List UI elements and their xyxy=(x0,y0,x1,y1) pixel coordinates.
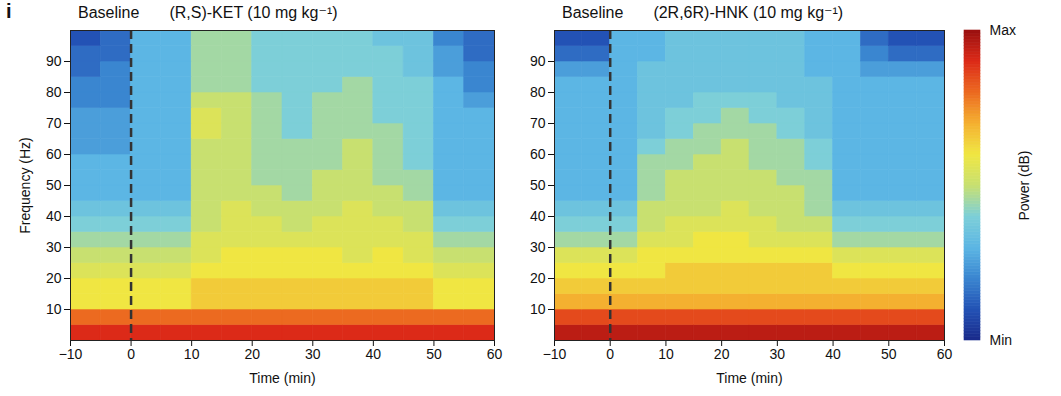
svg-text:50: 50 xyxy=(530,177,546,193)
svg-text:0: 0 xyxy=(127,346,135,362)
svg-text:10: 10 xyxy=(658,346,674,362)
svg-text:80: 80 xyxy=(530,84,546,100)
svg-text:Min: Min xyxy=(990,332,1013,348)
html-text:(R,S)-KET (10 mg kg⁻¹): (R,S)-KET (10 mg kg⁻¹) xyxy=(169,4,338,21)
svg-text:70: 70 xyxy=(530,115,546,131)
svg-text:20: 20 xyxy=(714,346,730,362)
svg-text:−10: −10 xyxy=(543,346,567,362)
svg-text:30: 30 xyxy=(305,346,321,362)
svg-text:Frequency (Hz): Frequency (Hz) xyxy=(17,137,33,233)
html-text:(2R,6R)-HNK (10 mg kg⁻¹): (2R,6R)-HNK (10 mg kg⁻¹) xyxy=(653,4,844,21)
html-text:i: i xyxy=(6,0,12,22)
svg-text:50: 50 xyxy=(881,346,897,362)
svg-text:20: 20 xyxy=(530,270,546,286)
svg-text:Time (min): Time (min) xyxy=(716,370,782,386)
svg-text:40: 40 xyxy=(46,208,62,224)
svg-text:60: 60 xyxy=(937,346,953,362)
svg-text:50: 50 xyxy=(426,346,442,362)
svg-text:30: 30 xyxy=(530,239,546,255)
svg-text:70: 70 xyxy=(46,115,62,131)
svg-text:Max: Max xyxy=(990,22,1016,38)
svg-text:90: 90 xyxy=(530,53,546,69)
svg-text:80: 80 xyxy=(46,84,62,100)
svg-text:40: 40 xyxy=(825,346,841,362)
svg-text:10: 10 xyxy=(184,346,200,362)
svg-text:30: 30 xyxy=(46,239,62,255)
svg-text:10: 10 xyxy=(530,301,546,317)
svg-text:50: 50 xyxy=(46,177,62,193)
svg-text:60: 60 xyxy=(487,346,503,362)
svg-text:Time (min): Time (min) xyxy=(249,370,315,386)
svg-text:60: 60 xyxy=(530,146,546,162)
svg-text:40: 40 xyxy=(530,208,546,224)
svg-text:30: 30 xyxy=(770,346,786,362)
svg-text:90: 90 xyxy=(46,53,62,69)
svg-text:0: 0 xyxy=(606,346,614,362)
svg-text:Power (dB): Power (dB) xyxy=(1016,150,1032,220)
svg-text:−10: −10 xyxy=(59,346,83,362)
html-text:Baseline: Baseline xyxy=(78,4,140,21)
svg-text:20: 20 xyxy=(244,346,260,362)
svg-text:60: 60 xyxy=(46,146,62,162)
svg-text:20: 20 xyxy=(46,270,62,286)
html-text:Baseline: Baseline xyxy=(562,4,624,21)
svg-text:40: 40 xyxy=(366,346,382,362)
svg-text:10: 10 xyxy=(46,301,62,317)
